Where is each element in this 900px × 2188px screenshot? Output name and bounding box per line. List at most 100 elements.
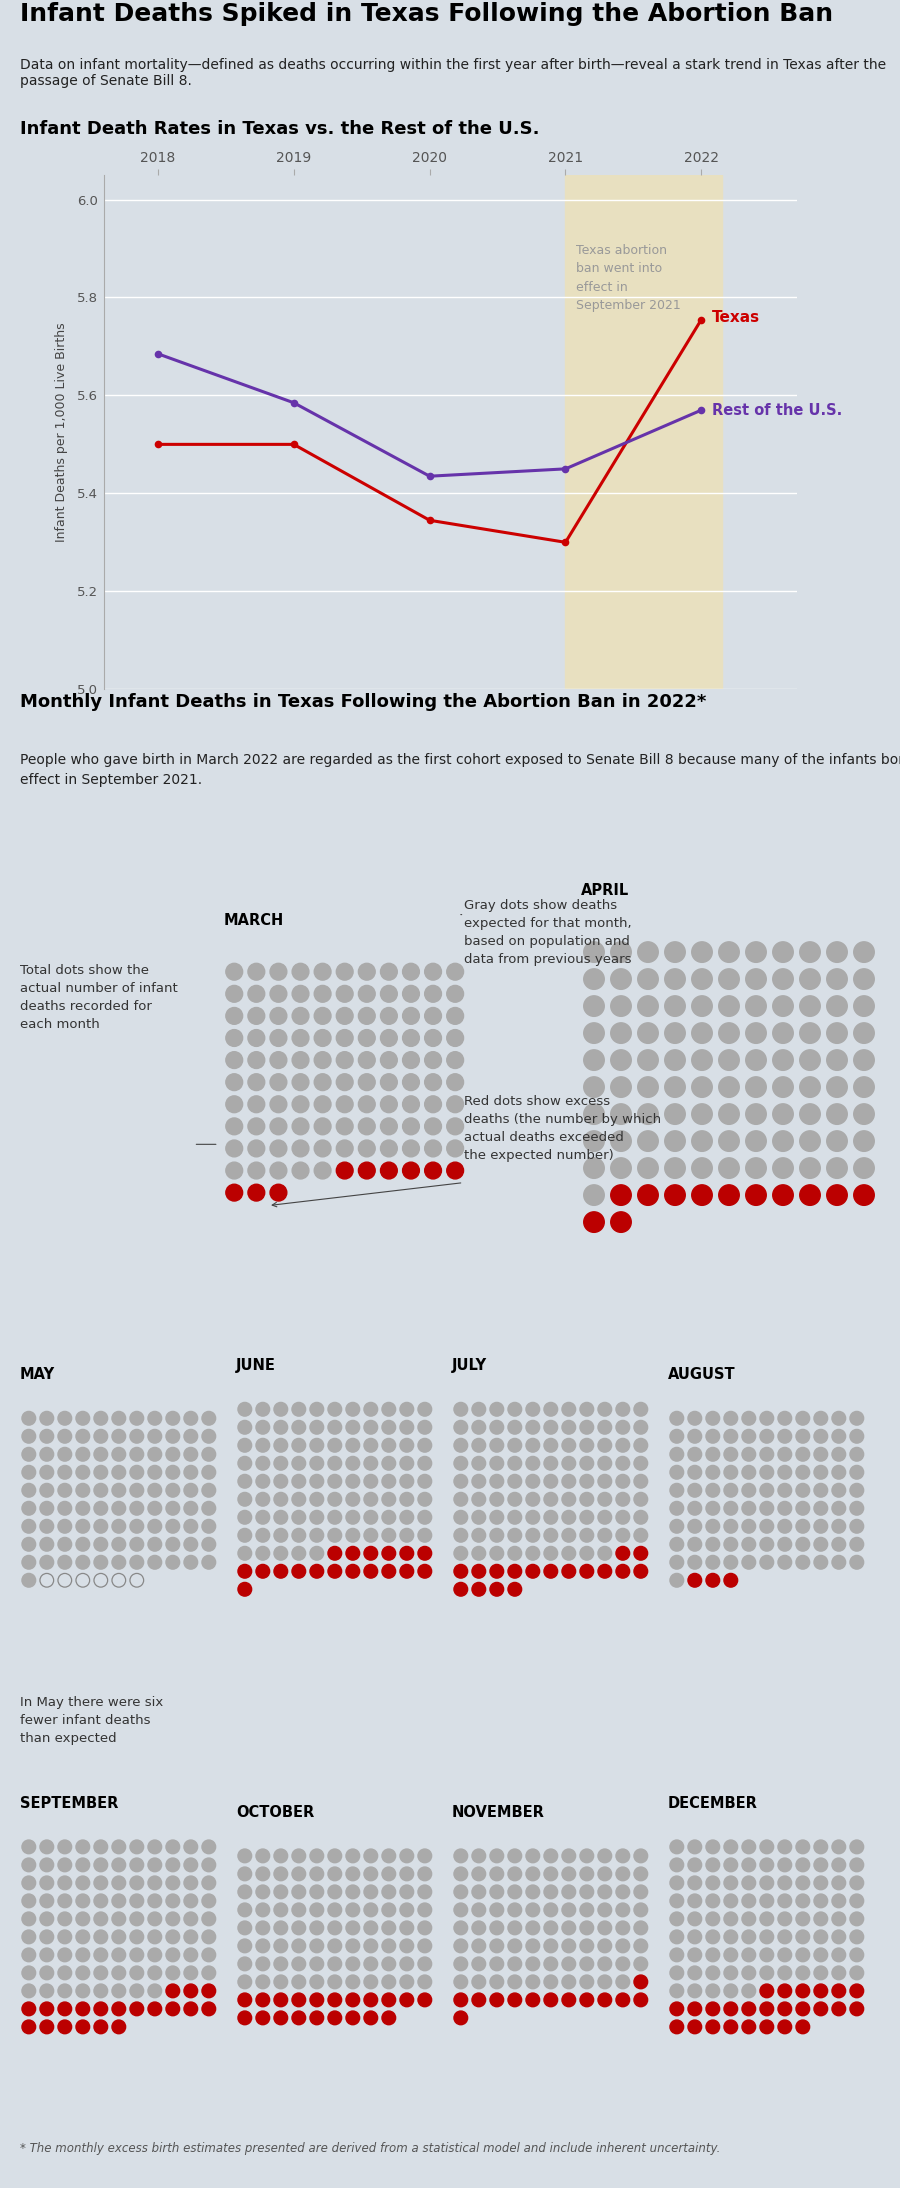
Circle shape (328, 1866, 342, 1882)
Circle shape (665, 1103, 685, 1125)
Circle shape (382, 1921, 396, 1934)
Circle shape (292, 1993, 306, 2006)
Circle shape (544, 1904, 558, 1917)
Circle shape (562, 1529, 576, 1543)
Circle shape (166, 1429, 180, 1444)
Circle shape (40, 1411, 54, 1424)
Circle shape (724, 1501, 738, 1514)
Circle shape (598, 1921, 612, 1934)
Circle shape (598, 1976, 612, 1989)
Circle shape (22, 1895, 36, 1908)
Circle shape (832, 1538, 846, 1551)
Circle shape (202, 1466, 216, 1479)
Circle shape (270, 1052, 287, 1068)
Circle shape (616, 1529, 630, 1543)
Circle shape (616, 1510, 630, 1525)
Circle shape (148, 1858, 162, 1871)
Circle shape (328, 1904, 342, 1917)
Circle shape (742, 1538, 756, 1551)
Circle shape (292, 1074, 309, 1090)
Circle shape (544, 1564, 558, 1578)
Circle shape (854, 1103, 874, 1125)
Circle shape (544, 1993, 558, 2006)
Circle shape (719, 1157, 739, 1179)
Circle shape (454, 1510, 468, 1525)
Circle shape (544, 1547, 558, 1560)
Circle shape (402, 963, 419, 980)
Circle shape (184, 1947, 198, 1963)
Circle shape (425, 985, 442, 1002)
Circle shape (832, 1518, 846, 1534)
Circle shape (760, 1840, 774, 1853)
Circle shape (854, 1186, 874, 1206)
Circle shape (400, 1475, 414, 1488)
Circle shape (292, 1939, 306, 1952)
Circle shape (796, 1875, 810, 1890)
Circle shape (364, 1438, 378, 1453)
Circle shape (850, 1411, 864, 1424)
Circle shape (544, 1939, 558, 1952)
Circle shape (490, 1886, 504, 1899)
Circle shape (692, 1076, 712, 1098)
Circle shape (202, 1556, 216, 1569)
Circle shape (719, 1050, 739, 1070)
Circle shape (670, 1875, 684, 1890)
Circle shape (112, 1411, 126, 1424)
Circle shape (314, 1140, 331, 1157)
Circle shape (381, 1052, 397, 1068)
Circle shape (490, 1492, 504, 1505)
Circle shape (706, 1895, 720, 1908)
Circle shape (418, 1849, 432, 1862)
Circle shape (238, 1921, 252, 1934)
Circle shape (292, 1976, 306, 1989)
Circle shape (238, 1886, 252, 1899)
Circle shape (526, 1564, 540, 1578)
Circle shape (634, 1956, 648, 1971)
Circle shape (238, 1582, 252, 1595)
Circle shape (425, 1118, 442, 1136)
Circle shape (94, 1947, 108, 1963)
Circle shape (328, 1475, 342, 1488)
Circle shape (310, 1939, 324, 1952)
Circle shape (760, 2020, 774, 2033)
Circle shape (706, 1912, 720, 1925)
Circle shape (238, 1547, 252, 1560)
Circle shape (22, 2020, 36, 2033)
Circle shape (270, 1140, 287, 1157)
Circle shape (562, 1886, 576, 1899)
Circle shape (94, 1429, 108, 1444)
Circle shape (706, 1538, 720, 1551)
Circle shape (719, 1076, 739, 1098)
Circle shape (94, 1448, 108, 1462)
Circle shape (634, 1976, 648, 1989)
Circle shape (706, 2002, 720, 2015)
Circle shape (364, 1976, 378, 1989)
Circle shape (724, 1411, 738, 1424)
Circle shape (292, 1140, 309, 1157)
Circle shape (292, 1096, 309, 1114)
Circle shape (508, 1886, 522, 1899)
Circle shape (508, 1904, 522, 1917)
Circle shape (508, 1849, 522, 1862)
Circle shape (526, 1939, 540, 1952)
Circle shape (346, 1457, 360, 1470)
Circle shape (292, 1564, 306, 1578)
Circle shape (746, 1186, 766, 1206)
Circle shape (274, 1420, 288, 1433)
Circle shape (292, 1052, 309, 1068)
Circle shape (638, 1076, 658, 1098)
Circle shape (310, 1976, 324, 1989)
Circle shape (544, 1457, 558, 1470)
Circle shape (584, 1131, 604, 1151)
Circle shape (314, 1162, 331, 1179)
Circle shape (706, 1411, 720, 1424)
Circle shape (796, 1429, 810, 1444)
Circle shape (328, 1849, 342, 1862)
Circle shape (22, 1483, 36, 1497)
Circle shape (238, 1976, 252, 1989)
Circle shape (248, 985, 265, 1002)
Circle shape (358, 1096, 375, 1114)
Circle shape (274, 1939, 288, 1952)
Circle shape (490, 1921, 504, 1934)
Circle shape (472, 1866, 486, 1882)
